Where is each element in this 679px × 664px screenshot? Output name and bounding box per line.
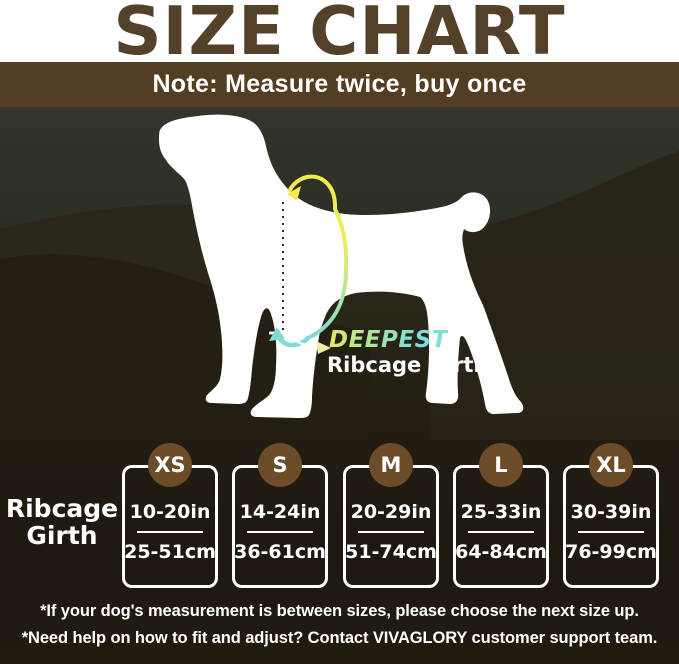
inches-value: 14-24in (239, 500, 321, 523)
size-badge: XL (589, 443, 633, 487)
size-badge: M (369, 443, 413, 487)
cell-divider (468, 530, 534, 533)
deepest-label: DEEPEST (329, 327, 448, 353)
footnote-support: *Need help on how to fit and adjust? Con… (21, 629, 658, 647)
cell-divider (358, 530, 424, 533)
label-pointer-arrowhead (316, 341, 331, 354)
dog-silhouette (159, 114, 524, 419)
size-table: Ribcage Girth XS 10-20in 25-51cm S 14-24… (0, 443, 679, 588)
size-column-xl: XL 30-39in 76-99cm (563, 443, 659, 588)
inches-value: 25-33in (460, 500, 542, 523)
cell-divider (247, 530, 313, 533)
size-cell: 20-29in 51-74cm (343, 465, 439, 588)
inches-value: 10-20in (129, 500, 211, 523)
size-column-xs: XS 10-20in 25-51cm (122, 443, 218, 588)
title-bar: SIZE CHART (0, 0, 679, 70)
photo-background: DEEPEST Ribcage Girth Ribcage Girth XS 1… (0, 107, 679, 664)
size-column-s: S 14-24in 36-61cm (232, 443, 328, 588)
note-banner: Note: Measure twice, buy once (0, 62, 679, 107)
measuring-tape-arrow (288, 174, 349, 340)
measurement-diagram (0, 114, 679, 440)
cell-divider (578, 530, 644, 533)
size-column-l: L 25-33in 64-84cm (453, 443, 549, 588)
cm-value: 51-74cm (345, 540, 437, 563)
size-badge: S (258, 443, 302, 487)
footnote-size-up: *If your dog's measurement is between si… (40, 602, 639, 620)
cm-value: 64-84cm (455, 540, 547, 563)
cm-value: 76-99cm (565, 540, 657, 563)
size-badge: L (479, 443, 523, 487)
size-cell: 14-24in 36-61cm (232, 465, 328, 588)
size-badge: XS (148, 443, 192, 487)
teal-arrowhead (269, 327, 285, 341)
cell-divider (137, 530, 203, 533)
ribcage-girth-label: Ribcage Girth (327, 353, 489, 377)
footnotes: *If your dog's measurement is between si… (0, 598, 679, 652)
cm-value: 36-61cm (234, 540, 326, 563)
tape-arrowhead-top (287, 186, 301, 201)
inches-value: 30-39in (570, 500, 652, 523)
size-column-m: M 20-29in 51-74cm (343, 443, 439, 588)
inches-value: 20-29in (350, 500, 432, 523)
cm-value: 25-51cm (124, 540, 216, 563)
table-row-label: Ribcage Girth (5, 494, 119, 550)
page-title: SIZE CHART (113, 0, 566, 70)
